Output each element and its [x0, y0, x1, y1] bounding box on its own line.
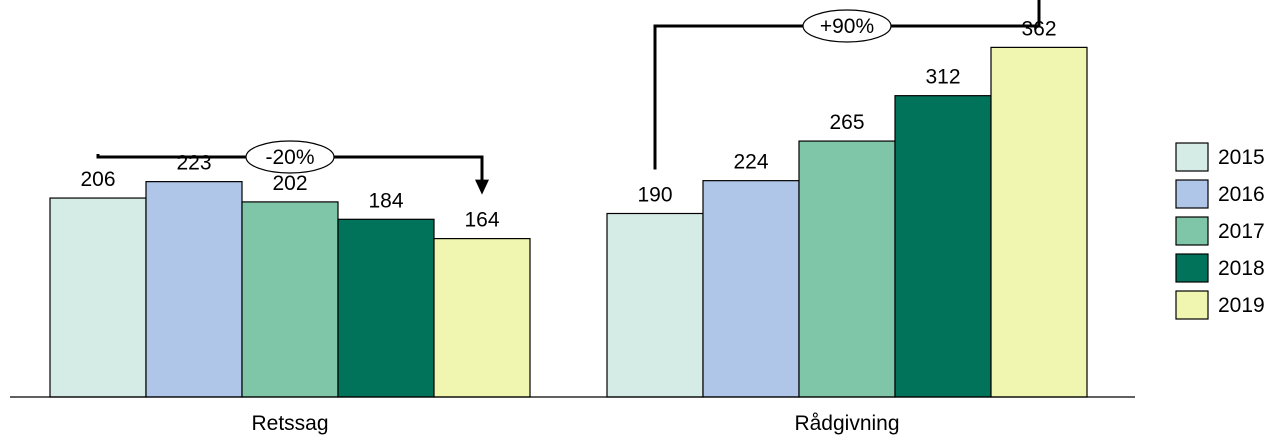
- legend-swatch: [1175, 253, 1209, 283]
- category-labels-layer: Retssag Rådgivning: [251, 412, 899, 435]
- legend-swatch: [1175, 290, 1209, 320]
- legend-swatch: [1175, 142, 1209, 172]
- data-label-retssag-2016: 223: [176, 152, 211, 175]
- growth-arrow-head: [475, 179, 489, 195]
- legend-item-2019: 2019: [1175, 290, 1265, 320]
- bar-rådgivning-2017: [798, 140, 896, 398]
- legend-label: 2019: [1218, 294, 1265, 317]
- bar-retssag-2017: [241, 201, 339, 398]
- legend-label: 2015: [1218, 146, 1265, 169]
- bar-retssag-2016: [145, 181, 243, 398]
- bar-rådgivning-2018: [894, 95, 992, 398]
- growth-annotation-rådgivning: +90%: [653, 0, 1041, 170]
- data-label-rådgivning-2015: 190: [637, 184, 672, 207]
- legend-label: 2017: [1218, 220, 1265, 243]
- legend-item-2015: 2015: [1175, 142, 1265, 172]
- data-label-retssag-2015: 206: [80, 168, 115, 191]
- legend-label: 2018: [1218, 257, 1265, 280]
- growth-annotation-retssag: -20%: [96, 140, 489, 195]
- bar-rådgivning-2016: [702, 180, 800, 398]
- data-labels-layer: 206 223 202 184 164 190 224 265 312 362: [80, 17, 1056, 231]
- category-label-rådgivning: Rådgivning: [794, 412, 899, 435]
- growth-label: +90%: [820, 15, 874, 38]
- growth-annotations-layer: -20% +90%: [96, 0, 1041, 195]
- legend-label: 2016: [1218, 183, 1265, 206]
- legend-swatch: [1175, 216, 1209, 246]
- legend-item-2016: 2016: [1175, 179, 1265, 209]
- data-label-rådgivning-2019: 362: [1021, 17, 1056, 40]
- category-label-retssag: Retssag: [251, 412, 328, 435]
- bar-rådgivning-2015: [606, 212, 704, 398]
- legend-item-2017: 2017: [1175, 216, 1265, 246]
- growth-label-ellipse: [245, 140, 335, 174]
- growth-label-ellipse: [802, 9, 892, 43]
- data-label-rådgivning-2017: 265: [829, 111, 864, 134]
- data-label-retssag-2018: 184: [368, 189, 403, 212]
- bar-retssag-2019: [433, 238, 531, 398]
- growth-label: -20%: [265, 146, 314, 169]
- bar-rådgivning-2019: [990, 46, 1088, 398]
- bar-retssag-2015: [49, 197, 147, 398]
- data-label-retssag-2017: 202: [272, 172, 307, 195]
- legend-swatch: [1175, 179, 1209, 209]
- bars-layer: [49, 46, 1088, 398]
- data-label-rådgivning-2018: 312: [925, 66, 960, 89]
- legend-item-2018: 2018: [1175, 253, 1265, 283]
- data-label-retssag-2019: 164: [464, 209, 499, 232]
- data-label-rådgivning-2016: 224: [733, 151, 768, 174]
- growth-arrow-head: [1037, 0, 1041, 4]
- bar-retssag-2018: [337, 218, 435, 398]
- legend: 2015 2016 2017 2018 2019: [1175, 142, 1265, 320]
